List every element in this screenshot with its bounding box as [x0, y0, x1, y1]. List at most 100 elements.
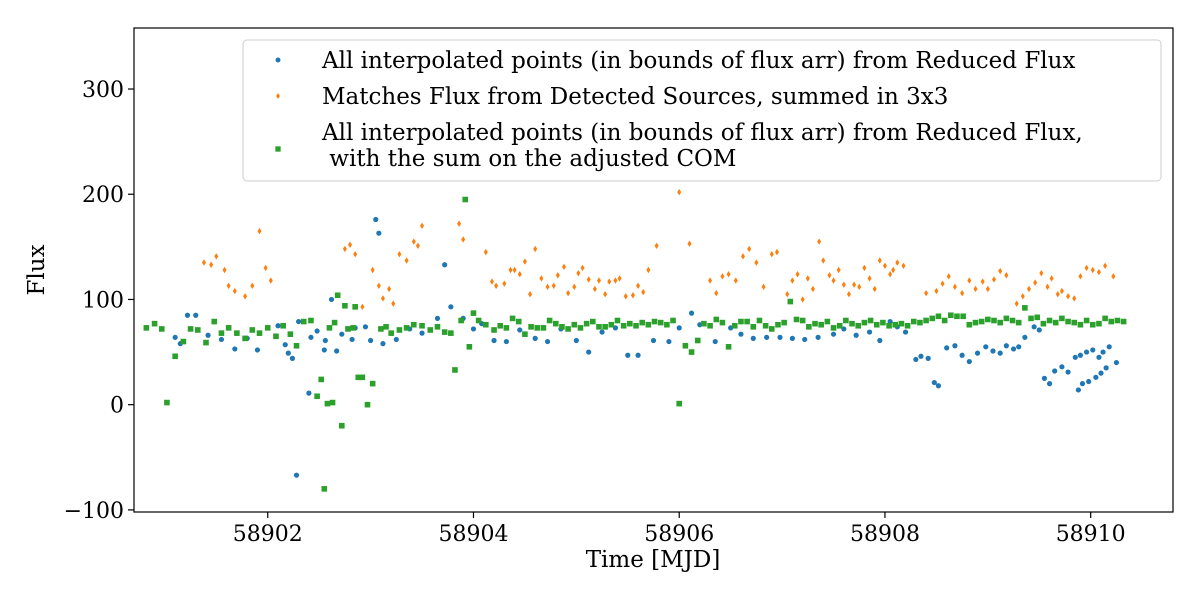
series-2-point	[1033, 279, 1038, 286]
series-1-point	[1098, 370, 1104, 376]
series-2-point	[376, 282, 381, 289]
series-1-point	[599, 329, 605, 335]
series-2-point	[483, 248, 488, 256]
series-1-point	[282, 342, 288, 348]
series-3-point	[645, 321, 652, 328]
series-1-point	[789, 335, 795, 341]
series-3-point	[620, 322, 627, 329]
series-1-point	[295, 318, 302, 325]
series-1-point	[573, 337, 579, 344]
series-2-point	[1049, 275, 1054, 282]
series-3-point	[769, 326, 775, 332]
series-3-point	[466, 344, 473, 350]
series-1-point	[1016, 344, 1022, 350]
x-tick-label: 58906	[644, 522, 714, 547]
series-3-point	[756, 317, 763, 324]
series-2-point	[572, 283, 577, 291]
series-1-point	[205, 332, 211, 338]
series-3-point	[1059, 315, 1065, 322]
series-2-point	[411, 238, 416, 245]
series-1-point	[944, 345, 950, 351]
series-2-point	[795, 271, 800, 278]
series-2-point	[747, 245, 752, 253]
series-2-point	[891, 266, 896, 274]
series-3-point	[972, 319, 979, 326]
series-3-point	[762, 322, 769, 329]
series-3-point	[1114, 317, 1121, 324]
series-1-point	[218, 336, 225, 343]
series-1-point	[1075, 387, 1081, 393]
series-2-point	[457, 220, 462, 227]
series-2-point	[720, 273, 725, 280]
legend-marker-3	[275, 146, 281, 152]
series-1-point	[1065, 369, 1071, 375]
series-1-point	[688, 310, 695, 316]
series-3-point	[509, 315, 516, 322]
series-2-point	[740, 253, 745, 260]
series-3-point	[1108, 318, 1115, 325]
series-3-point	[503, 325, 510, 331]
series-2-point	[769, 251, 774, 258]
series-3-point	[694, 337, 701, 344]
series-2-point	[512, 266, 517, 274]
series-3-point	[172, 353, 178, 360]
series-1-point	[1059, 364, 1065, 370]
series-3-point	[1083, 317, 1090, 324]
series-3-point	[1040, 320, 1047, 327]
series-2-point	[603, 291, 608, 298]
series-2-point	[387, 285, 392, 293]
series-1-point	[1022, 334, 1028, 340]
series-2-point	[617, 275, 622, 282]
series-3-point	[1052, 319, 1059, 326]
series-3-point	[898, 320, 905, 327]
series-1-point	[368, 337, 374, 344]
series-2-point	[1039, 269, 1044, 277]
series-2-point	[555, 272, 560, 279]
series-1-point	[738, 331, 744, 337]
series-2-point	[1090, 266, 1095, 274]
series-2-point	[566, 289, 571, 297]
y-axis-label: Flux	[24, 244, 50, 295]
series-3-point	[713, 316, 720, 323]
series-3-point	[1022, 305, 1028, 311]
series-1-point	[393, 336, 399, 343]
series-1-point	[830, 331, 837, 337]
series-2-point	[580, 264, 585, 272]
chart-marks	[143, 188, 1127, 492]
series-3-point	[688, 349, 695, 355]
series-3-point	[596, 324, 602, 330]
series-3-point	[411, 321, 417, 328]
series-2-point	[1055, 291, 1060, 298]
series-3-point	[904, 322, 911, 329]
series-1-point	[966, 358, 972, 365]
series-2-point	[494, 282, 499, 289]
series-2-point	[852, 281, 857, 288]
series-3-point	[639, 319, 645, 326]
series-3-point	[861, 319, 868, 326]
series-3-point	[855, 322, 862, 329]
series-2-point	[790, 277, 795, 284]
series-2-point	[846, 291, 851, 298]
series-1-point	[293, 472, 300, 478]
series-2-point	[360, 303, 365, 311]
series-2-point	[646, 266, 651, 274]
series-1-point	[373, 216, 379, 223]
series-1-point	[517, 327, 523, 333]
x-tick-label: 58904	[438, 522, 508, 547]
series-2-point	[841, 281, 846, 288]
series-2-point	[895, 259, 900, 266]
series-3-point	[873, 321, 880, 328]
series-1-point	[491, 337, 497, 344]
series-1-point	[321, 347, 327, 353]
series-2-point	[641, 288, 646, 296]
series-3-point	[991, 317, 997, 324]
series-3-point	[218, 330, 225, 336]
series-3-point	[427, 327, 434, 333]
series-3-point	[331, 319, 338, 326]
series-2-point	[973, 285, 978, 293]
series-1-point	[308, 334, 314, 340]
series-2-point	[353, 251, 358, 258]
series-2-point	[201, 259, 206, 266]
series-1-point	[544, 338, 551, 345]
series-1-point	[1077, 352, 1084, 358]
